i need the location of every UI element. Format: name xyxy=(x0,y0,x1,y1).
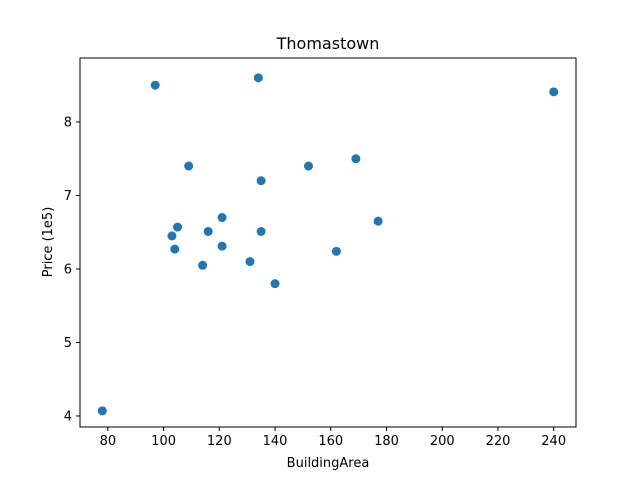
x-axis: 80 100 120 140 160 180 200 220 240 xyxy=(100,427,566,449)
data-point xyxy=(170,244,180,254)
data-point xyxy=(217,213,227,223)
data-point xyxy=(184,161,194,171)
plot-area xyxy=(79,57,577,428)
data-point xyxy=(373,216,383,226)
data-point xyxy=(217,241,227,251)
x-tick-label: 140 xyxy=(263,434,288,449)
y-tick-label: 8 xyxy=(64,115,72,130)
x-tick-label: 160 xyxy=(318,434,343,449)
x-tick-label: 220 xyxy=(486,434,511,449)
data-point xyxy=(256,226,266,236)
y-axis: 4 5 6 7 8 xyxy=(64,115,80,424)
data-point xyxy=(150,80,160,90)
plot-frame xyxy=(79,57,577,428)
x-tick-label: 200 xyxy=(430,434,455,449)
data-point xyxy=(303,161,313,171)
y-tick-label: 6 xyxy=(64,262,72,277)
data-point xyxy=(245,257,255,267)
data-point xyxy=(253,73,263,83)
y-tick-label: 5 xyxy=(64,336,72,351)
data-point xyxy=(270,279,280,289)
data-point xyxy=(97,406,107,416)
data-point xyxy=(351,154,361,164)
x-axis-label: BuildingArea xyxy=(287,456,370,471)
data-point xyxy=(549,87,559,97)
data-points xyxy=(97,73,559,416)
data-point xyxy=(203,226,213,236)
data-point xyxy=(331,246,341,256)
chart-title: Thomastown xyxy=(276,34,380,53)
data-point xyxy=(167,231,177,241)
x-tick-label: 120 xyxy=(207,434,232,449)
data-point xyxy=(173,222,183,232)
x-tick-label: 180 xyxy=(374,434,399,449)
y-tick-label: 7 xyxy=(64,189,72,204)
x-tick-label: 240 xyxy=(541,434,566,449)
data-point xyxy=(256,176,266,186)
y-tick-label: 4 xyxy=(64,409,72,424)
data-point xyxy=(198,260,208,270)
x-tick-label: 80 xyxy=(100,434,117,449)
y-axis-label: Price (1e5) xyxy=(41,207,56,278)
x-tick-label: 100 xyxy=(151,434,176,449)
